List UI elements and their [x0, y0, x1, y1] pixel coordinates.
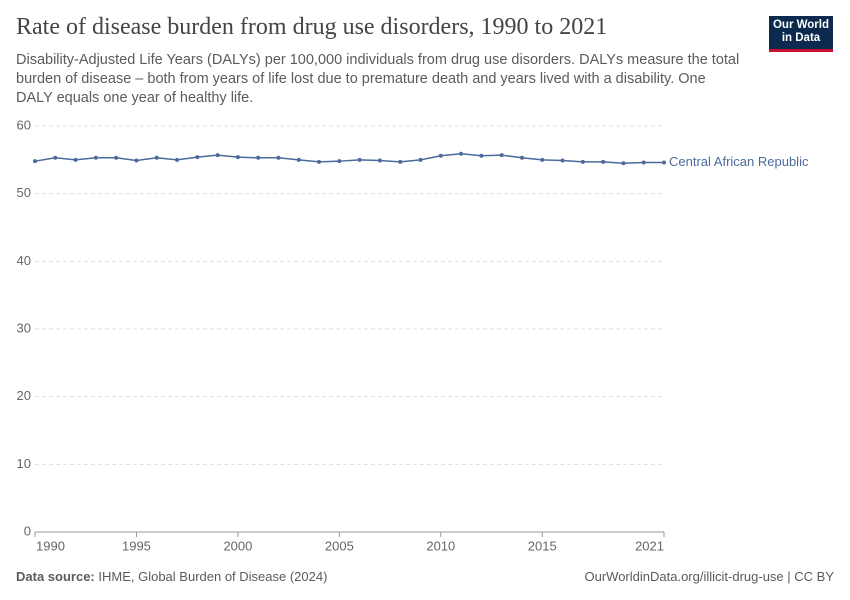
data-point — [33, 159, 37, 164]
x-tick-label: 1990 — [36, 538, 65, 553]
data-point — [134, 158, 139, 163]
x-tick-label: 2010 — [426, 538, 455, 553]
data-point — [580, 159, 585, 164]
data-point — [357, 157, 362, 162]
data-point — [499, 153, 504, 158]
data-point — [114, 155, 119, 160]
data-point — [641, 160, 646, 165]
data-point — [621, 161, 626, 166]
x-tick-label: 2021 — [635, 538, 664, 553]
y-tick-label: 40 — [17, 253, 31, 268]
data-point — [215, 153, 220, 158]
data-point — [195, 155, 200, 160]
footer-url[interactable]: OurWorldinData.org/illicit-drug-use | CC… — [584, 569, 835, 584]
data-point — [154, 155, 159, 160]
data-point — [377, 158, 382, 163]
logo[interactable]: Our World in Data — [769, 16, 833, 52]
logo-line: Our World — [772, 19, 829, 31]
y-tick-label: 60 — [17, 117, 31, 132]
data-point — [53, 155, 58, 160]
data-point — [73, 157, 78, 162]
y-tick-label: 30 — [17, 320, 31, 335]
data-point — [519, 155, 524, 160]
data-point — [662, 160, 666, 165]
footer-source: Data source: IHME, Global Burden of Dise… — [16, 569, 327, 584]
data-point — [175, 157, 180, 162]
data-point — [438, 153, 443, 158]
data-point — [276, 155, 281, 160]
y-tick-label: 20 — [17, 388, 31, 403]
series-label: Central African Republic — [669, 154, 809, 169]
data-point — [479, 153, 484, 158]
data-point — [337, 159, 342, 164]
x-tick-label: 2005 — [325, 538, 354, 553]
x-tick-label: 2000 — [223, 538, 252, 553]
data-point — [296, 157, 301, 162]
y-tick-label: 50 — [17, 185, 31, 200]
logo-line: in Data — [781, 32, 821, 44]
series-line — [34, 152, 664, 164]
y-tick-label: 0 — [24, 523, 31, 538]
data-point — [540, 157, 545, 162]
data-point — [93, 155, 98, 160]
x-tick-label: 1995 — [122, 538, 151, 553]
data-point — [560, 158, 565, 163]
data-point — [317, 159, 322, 164]
chart-title: Rate of disease burden from drug use dis… — [16, 14, 608, 40]
source: IHME, Global Burden of Disease (2024) — [98, 569, 328, 584]
data-point — [601, 159, 606, 164]
chart-subtitle: Disability-Adjusted Life Years (DALYs) p… — [16, 52, 740, 106]
data-point — [459, 151, 464, 156]
y-tick-label: 10 — [17, 456, 31, 471]
data-point — [256, 155, 261, 160]
source-label: Data source: — [16, 569, 95, 584]
data-point — [418, 157, 423, 162]
data-point — [398, 159, 403, 164]
x-tick-label: 2015 — [528, 538, 557, 553]
data-point — [235, 155, 240, 160]
